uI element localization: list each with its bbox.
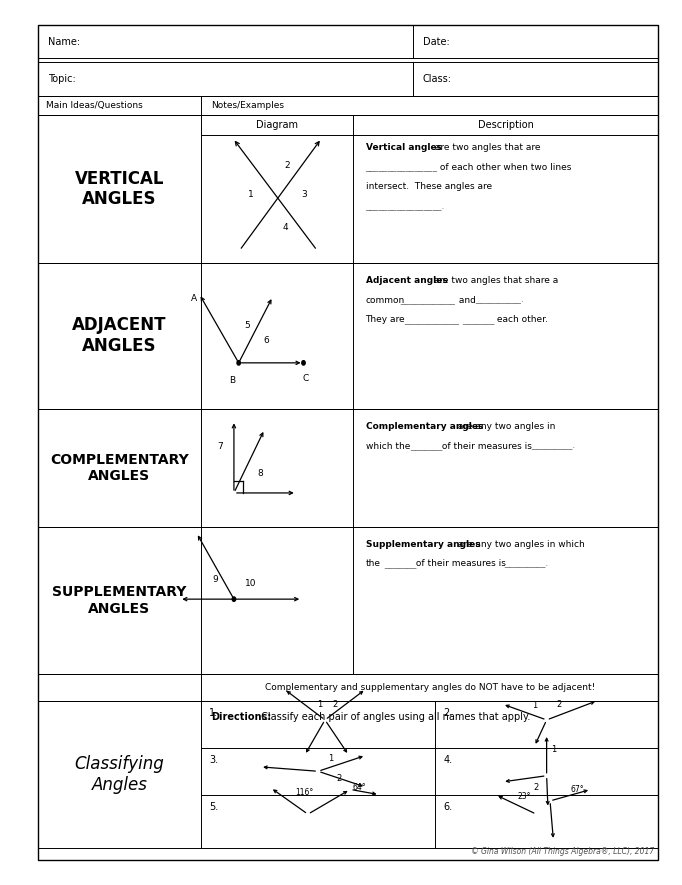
Text: C: C	[302, 374, 309, 383]
Text: Supplementary angles: Supplementary angles	[366, 540, 480, 549]
Text: 1: 1	[317, 699, 322, 709]
Text: Date:: Date:	[423, 36, 449, 47]
Bar	[38, 96, 658, 115]
Text: are two angles that are: are two angles that are	[432, 143, 541, 152]
Bar	[38, 674, 658, 701]
Text: 1.: 1.	[209, 708, 218, 718]
Text: Directions:: Directions:	[211, 712, 271, 721]
Text: Complementary angles: Complementary angles	[366, 422, 483, 431]
Bar	[38, 62, 658, 96]
Text: 6.: 6.	[443, 802, 452, 812]
Text: 67°: 67°	[571, 785, 584, 794]
Text: the: the	[366, 559, 381, 568]
Text: each other.: each other.	[494, 315, 548, 324]
Text: are any two angles in: are any two angles in	[455, 422, 555, 431]
Text: SUPPLEMENTARY
ANGLES: SUPPLEMENTARY ANGLES	[52, 585, 187, 616]
Text: intersect.  These angles are: intersect. These angles are	[366, 182, 492, 191]
Circle shape	[232, 596, 236, 602]
Text: __________.: __________.	[473, 296, 524, 304]
Text: Description: Description	[478, 119, 533, 130]
Text: 64°: 64°	[353, 783, 366, 792]
Text: 6: 6	[263, 336, 269, 345]
Text: Class:: Class:	[423, 73, 452, 84]
Text: 2: 2	[332, 699, 337, 709]
Text: 5: 5	[244, 321, 250, 330]
Text: Name:: Name:	[48, 36, 80, 47]
Text: and: and	[456, 296, 475, 304]
Text: B: B	[229, 376, 235, 385]
Text: Diagram: Diagram	[256, 119, 298, 130]
Bar	[38, 25, 658, 58]
Text: 4.: 4.	[443, 755, 452, 765]
Text: _________.: _________.	[502, 559, 548, 568]
Circle shape	[237, 360, 240, 365]
Text: 1: 1	[328, 753, 333, 763]
Text: Classifying
Angles: Classifying Angles	[74, 755, 164, 794]
Text: 2: 2	[284, 160, 290, 170]
Text: of their measures is: of their measures is	[439, 442, 532, 450]
Text: ____________: ____________	[398, 296, 455, 304]
Circle shape	[301, 360, 305, 365]
Text: 2: 2	[533, 782, 538, 792]
Text: 3: 3	[301, 189, 308, 199]
Text: 7: 7	[218, 442, 223, 451]
Text: are any two angles in which: are any two angles in which	[455, 540, 584, 549]
Text: 2: 2	[557, 699, 561, 709]
Text: 1: 1	[532, 701, 537, 711]
Text: Classify each pair of angles using all names that apply.: Classify each pair of angles using all n…	[258, 712, 530, 721]
Text: 5.: 5.	[209, 802, 219, 812]
Text: Adjacent angles: Adjacent angles	[366, 276, 447, 285]
Text: common: common	[366, 296, 405, 304]
Text: 1: 1	[551, 744, 556, 754]
Bar	[38, 527, 658, 674]
Text: 8: 8	[257, 469, 263, 478]
Text: 23°: 23°	[518, 792, 531, 801]
Text: Main Ideas/Questions: Main Ideas/Questions	[46, 101, 143, 110]
Text: 2: 2	[336, 773, 341, 783]
Text: _______: _______	[382, 559, 416, 568]
Text: _________.: _________.	[529, 442, 576, 450]
Text: ____________: ____________	[402, 315, 459, 324]
Text: which the: which the	[366, 442, 410, 450]
Text: 4: 4	[282, 222, 288, 232]
Bar	[38, 263, 658, 409]
Text: Topic:: Topic:	[48, 73, 76, 84]
Text: of their measures is: of their measures is	[413, 559, 506, 568]
Text: _______: _______	[408, 442, 442, 450]
Bar	[38, 701, 658, 848]
Text: _______: _______	[460, 315, 494, 324]
Text: Notes/Examples: Notes/Examples	[211, 101, 284, 110]
Text: 2.: 2.	[443, 708, 453, 718]
Bar	[38, 409, 658, 527]
Text: 9: 9	[212, 575, 218, 584]
Text: © Gina Wilson (All Things Algebra®, LLC), 2017: © Gina Wilson (All Things Algebra®, LLC)…	[471, 847, 655, 856]
Text: Complementary and supplementary angles do NOT have to be adjacent!: Complementary and supplementary angles d…	[265, 683, 595, 692]
Text: of each other when two lines: of each other when two lines	[437, 163, 572, 172]
Text: 1: 1	[248, 189, 254, 199]
Bar	[38, 115, 658, 263]
Text: Vertical angles: Vertical angles	[366, 143, 441, 152]
Text: are two angles that share a: are two angles that share a	[431, 276, 559, 285]
Text: ADJACENT
ANGLES: ADJACENT ANGLES	[72, 317, 166, 355]
Text: A: A	[192, 294, 197, 303]
Text: ________________: ________________	[366, 163, 438, 172]
Text: 3.: 3.	[209, 755, 218, 765]
Text: 10: 10	[246, 579, 256, 588]
Text: COMPLEMENTARY
ANGLES: COMPLEMENTARY ANGLES	[50, 452, 189, 483]
Text: 116°: 116°	[295, 788, 314, 796]
Text: _________________.: _________________.	[366, 202, 445, 211]
Text: They are: They are	[366, 315, 405, 324]
Text: VERTICAL
ANGLES: VERTICAL ANGLES	[74, 170, 164, 208]
